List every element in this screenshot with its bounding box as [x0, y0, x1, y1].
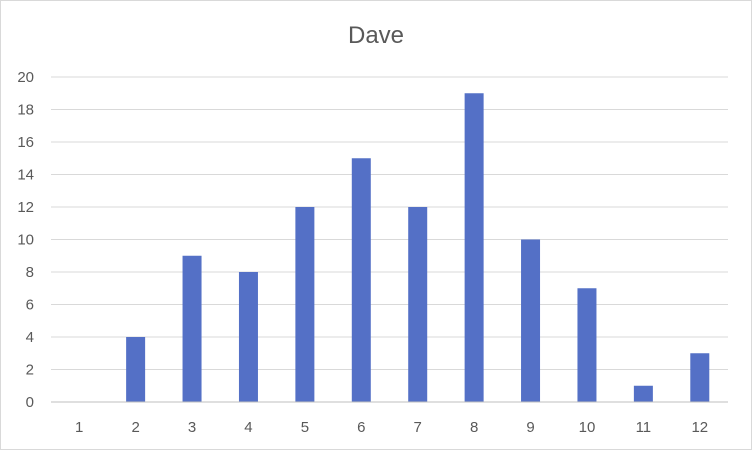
bars — [126, 93, 710, 402]
x-tick-label: 6 — [357, 419, 365, 436]
y-tick-label: 20 — [17, 69, 34, 86]
y-tick-label: 6 — [26, 297, 34, 314]
y-tick-label: 18 — [17, 102, 34, 119]
x-tick-label: 1 — [75, 419, 83, 436]
x-tick-label: 2 — [131, 419, 139, 436]
y-tick-label: 0 — [26, 394, 34, 411]
x-axis-ticks: 1 2 3 4 5 6 7 8 9 10 11 12 — [75, 419, 708, 436]
bar — [126, 337, 146, 402]
x-tick-label: 4 — [244, 419, 252, 436]
gridlines — [51, 76, 728, 370]
y-axis-ticks: 0 2 4 6 8 10 12 14 16 18 20 — [17, 69, 34, 411]
x-tick-label: 10 — [579, 419, 596, 436]
x-tick-label: 5 — [301, 419, 309, 436]
bar — [351, 158, 371, 402]
chart-title: Dave — [348, 22, 404, 49]
bar — [295, 207, 315, 402]
bar — [182, 255, 202, 402]
y-tick-label: 2 — [26, 362, 34, 379]
bar — [464, 93, 484, 402]
bar — [238, 272, 258, 402]
x-tick-label: 11 — [636, 419, 652, 436]
y-tick-label: 14 — [17, 167, 34, 184]
x-tick-label: 8 — [470, 419, 478, 436]
y-tick-label: 8 — [26, 264, 34, 281]
bar — [690, 353, 710, 402]
x-tick-label: 7 — [414, 419, 422, 436]
y-tick-label: 4 — [26, 329, 34, 346]
y-tick-label: 12 — [17, 199, 34, 216]
x-tick-label: 9 — [526, 419, 534, 436]
bar — [408, 207, 428, 402]
bar — [577, 288, 597, 402]
bar — [633, 385, 653, 402]
y-tick-label: 16 — [17, 134, 34, 151]
bar — [521, 239, 541, 402]
y-tick-label: 10 — [17, 232, 34, 249]
x-tick-label: 12 — [691, 419, 708, 436]
x-tick-label: 3 — [188, 419, 196, 436]
